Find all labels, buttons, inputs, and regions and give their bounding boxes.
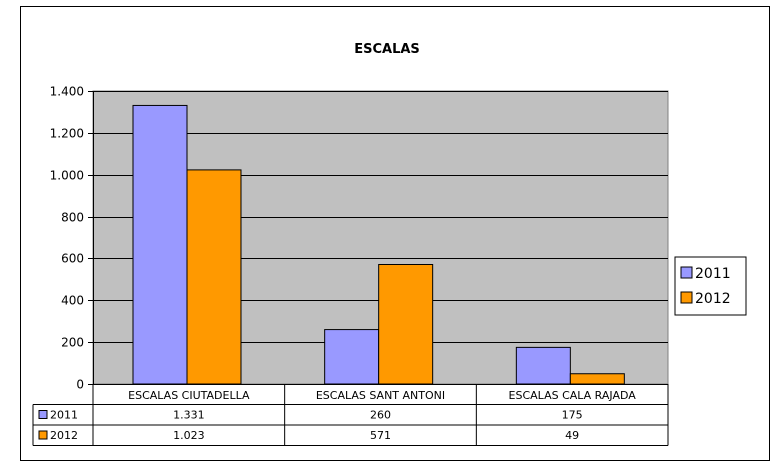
y-tick-label: 800 — [61, 211, 84, 225]
y-tick-label: 0 — [76, 378, 84, 392]
table-series-label: 2011 — [50, 409, 78, 422]
data-label: 260 — [370, 409, 391, 422]
legend-swatch-2012 — [680, 291, 693, 304]
table-key-2011 — [38, 410, 48, 419]
table-series-label: 2012 — [50, 429, 78, 442]
bar-2011-2 — [324, 329, 380, 385]
bar-2011-1 — [132, 104, 188, 385]
legend-label-2012: 2012 — [695, 291, 731, 307]
y-tick-label: 200 — [61, 336, 84, 350]
category-label: ESCALAS CALA RAJADA — [509, 389, 637, 402]
y-tick-label: 600 — [61, 252, 84, 266]
y-tick-label: 1.000 — [50, 169, 84, 183]
data-label: 49 — [565, 429, 579, 442]
category-label: ESCALAS SANT ANTONI — [316, 389, 445, 402]
y-tick-label: 1.200 — [50, 127, 84, 141]
legend-swatch-2011 — [680, 266, 693, 279]
category-label: ESCALAS CIUTADELLA — [128, 389, 250, 402]
bar-2012-3 — [569, 373, 625, 385]
bar-2011-3 — [515, 346, 571, 385]
data-label: 175 — [562, 409, 583, 422]
legend-label-2011: 2011 — [695, 266, 731, 282]
bar-2012-2 — [378, 263, 434, 385]
chart-title: ESCALAS — [354, 42, 420, 57]
table-key-2012 — [38, 430, 48, 440]
data-label: 1.331 — [173, 409, 205, 422]
y-tick-label: 400 — [61, 294, 84, 308]
data-label: 571 — [370, 429, 391, 442]
y-tick-label: 1.400 — [50, 85, 84, 99]
data-label: 1.023 — [173, 429, 205, 442]
bar-2012-1 — [186, 169, 242, 385]
